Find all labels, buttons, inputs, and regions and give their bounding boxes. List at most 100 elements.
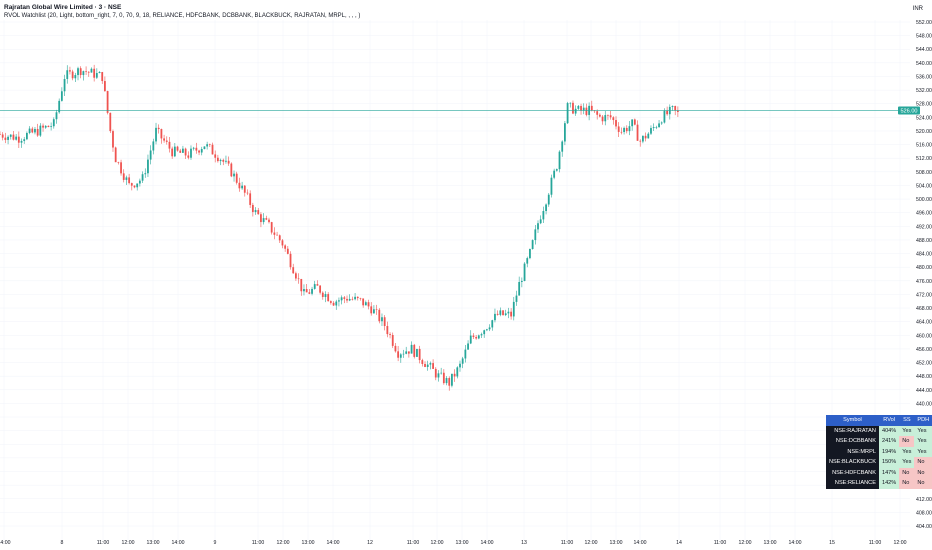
candle-body: [257, 210, 260, 215]
candle-body: [561, 141, 564, 152]
candle-body: [424, 363, 426, 367]
candle-body: [55, 112, 58, 120]
candle-body: [348, 298, 351, 301]
candle-body: [79, 68, 82, 76]
candle-body: [332, 302, 335, 306]
candle-body: [241, 185, 243, 189]
row-symbol: NSE:BLACKBUCK: [826, 457, 879, 468]
candle-body: [531, 240, 534, 250]
candle-body: [295, 273, 297, 279]
candle-body: [281, 240, 284, 246]
y-tick-label: 504.00: [916, 183, 932, 189]
candle-body: [655, 127, 658, 128]
candle-body: [413, 344, 416, 357]
indicator-legend[interactable]: RVOL Watchlist (20, Light, bottom_right,…: [4, 13, 361, 19]
x-tick-label: 11:00: [869, 540, 882, 546]
y-tick-label: 492.00: [916, 224, 932, 230]
candle-body: [515, 295, 518, 302]
y-tick-label: 440.00: [916, 401, 932, 407]
table-row: NSE:MRPL 194% Yes Yes: [826, 446, 932, 457]
candle-body: [631, 119, 634, 127]
candle-body: [138, 180, 141, 184]
candle-body: [338, 300, 340, 302]
row-ss: Yes: [899, 446, 915, 457]
x-tick-label: 13:00: [610, 540, 623, 546]
candle-body: [90, 68, 93, 73]
candle-body: [268, 219, 270, 223]
candle-body: [590, 105, 593, 111]
candle-body: [125, 177, 128, 180]
candle-body: [214, 154, 217, 158]
candle-body: [617, 126, 620, 132]
candle-body: [658, 123, 660, 128]
x-tick-label: 14:00: [172, 540, 185, 546]
candle-body: [615, 120, 617, 127]
candle-body: [359, 298, 362, 299]
candle-body: [442, 372, 445, 384]
candle-body: [601, 116, 604, 122]
candle-body: [66, 70, 69, 79]
y-tick-label: 496.00: [916, 211, 932, 217]
y-tick-label: 532.00: [916, 88, 932, 94]
candle-body: [389, 334, 391, 335]
candle-body: [136, 183, 139, 188]
y-tick-label: 488.00: [916, 238, 932, 244]
candle-body: [660, 122, 663, 124]
candle-body: [598, 114, 601, 117]
x-tick-label: 12:00: [739, 540, 752, 546]
candle-body: [128, 177, 131, 184]
candle-body: [340, 297, 343, 301]
candle-body: [303, 289, 305, 292]
candle-body: [286, 248, 289, 254]
candle-body: [650, 128, 652, 134]
x-tick-label: 13: [521, 540, 527, 546]
candle-body: [311, 288, 313, 294]
candle-body: [402, 353, 405, 355]
candle-body: [574, 108, 577, 114]
candle-body: [176, 146, 179, 151]
y-tick-label: 528.00: [916, 102, 932, 108]
candle-body: [391, 334, 394, 346]
grid: [0, 20, 910, 540]
candle-body: [510, 311, 512, 317]
candle-body: [526, 258, 529, 264]
candle-body: [582, 107, 585, 111]
candle-body: [95, 73, 98, 78]
candle-body: [539, 219, 542, 224]
x-tick-label: 13:00: [456, 540, 469, 546]
candle-body: [644, 135, 647, 139]
candle-body: [270, 222, 273, 233]
candle-body: [149, 150, 152, 160]
candle-body: [192, 147, 195, 149]
candle-body: [98, 72, 101, 74]
time-axis[interactable]: 14:00 8 11:00 12:00 13:00 14:00 9 11:00 12:00 13:…: [0, 540, 907, 546]
y-tick-label: 476.00: [916, 279, 932, 285]
watchlist-header-row: Symbol RVol SS PDH: [826, 415, 932, 426]
row-symbol: NSE:MRPL: [826, 446, 879, 457]
candle-body: [507, 311, 510, 314]
y-tick-label: 444.00: [916, 388, 932, 394]
candle-body: [316, 284, 319, 286]
candle-body: [647, 133, 650, 139]
candle-body: [260, 214, 262, 223]
candle-body: [607, 115, 609, 116]
candle-body: [542, 211, 545, 220]
candle-body: [243, 185, 246, 193]
y-tick-label: 500.00: [916, 197, 932, 203]
symbol-title[interactable]: Rajratan Global Wire Limited · 3 · NSE: [4, 4, 122, 11]
row-ss: No: [899, 467, 915, 478]
candle-body: [289, 253, 292, 268]
candle-body: [305, 289, 308, 293]
candle-body: [230, 163, 233, 177]
y-tick-label: 536.00: [916, 74, 932, 80]
candle-body: [219, 159, 222, 162]
candle-body: [652, 127, 655, 129]
candle-body: [187, 155, 190, 158]
y-tick-label: 520.00: [916, 129, 932, 135]
candle-body: [464, 349, 467, 359]
y-tick-label: 512.00: [916, 156, 932, 162]
y-tick-label: 552.00: [916, 20, 932, 26]
candle-body: [472, 335, 475, 337]
candle-body: [502, 310, 504, 316]
